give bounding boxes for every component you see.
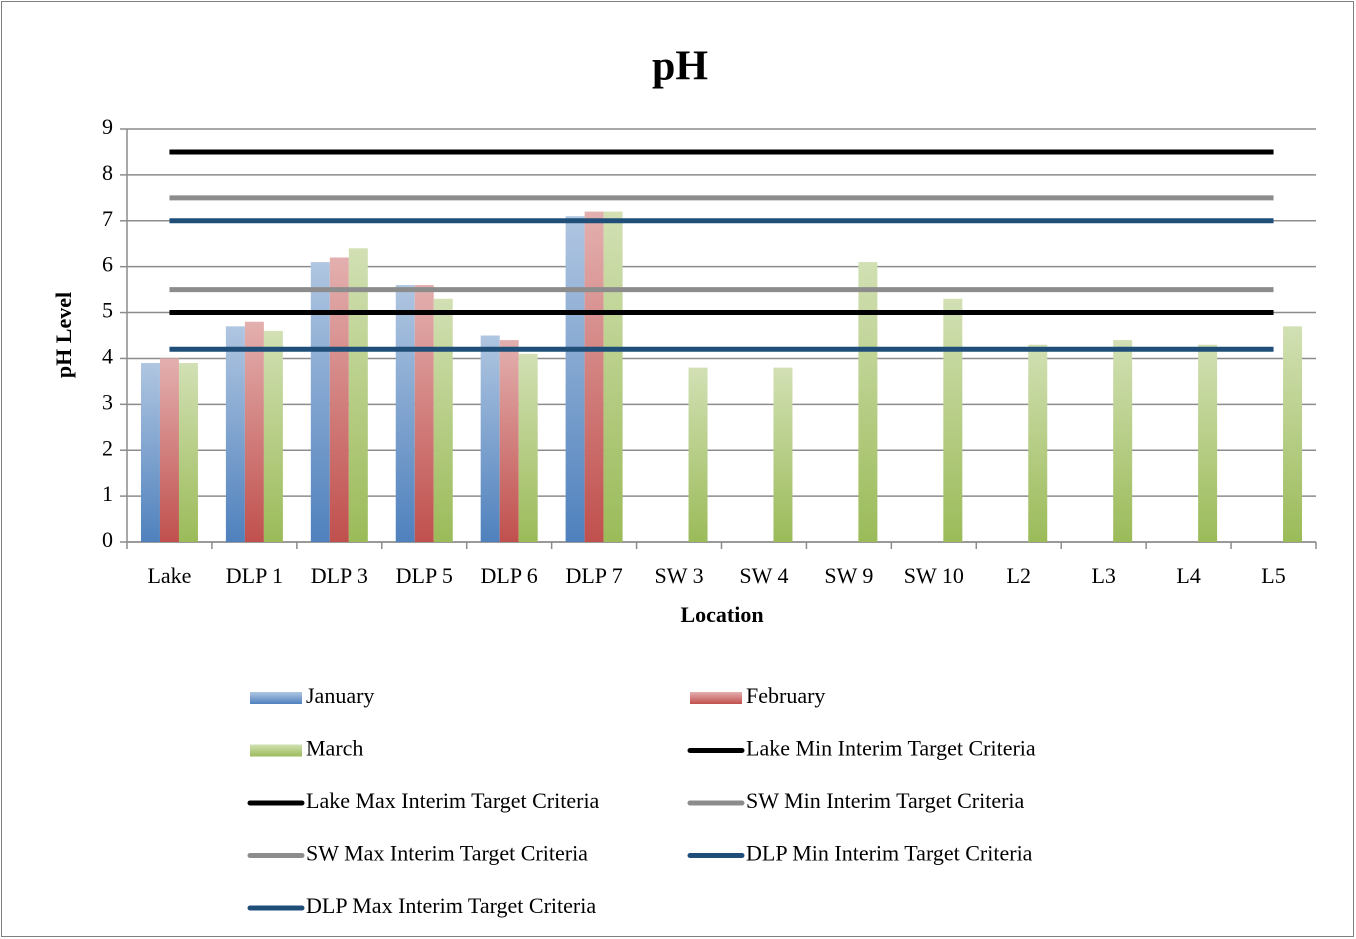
- bar: [263, 330, 283, 542]
- bar: [178, 363, 198, 542]
- x-tick-label: L4: [1176, 563, 1200, 588]
- bar: [565, 216, 585, 542]
- bar: [584, 211, 604, 542]
- y-tick-label: 9: [102, 114, 113, 139]
- x-tick-label: L3: [1091, 563, 1115, 588]
- y-tick-label: 4: [102, 343, 113, 368]
- y-tick-label: 5: [102, 298, 113, 323]
- bar: [1113, 340, 1133, 542]
- x-axis-title: Location: [680, 602, 763, 627]
- x-tick-label: Lake: [147, 563, 191, 588]
- bar: [433, 298, 453, 542]
- legend-label: SW Max Interim Target Criteria: [306, 841, 588, 866]
- y-tick-label: 1: [102, 481, 113, 506]
- chart-title: pH: [652, 44, 708, 90]
- bar: [414, 285, 434, 542]
- x-tick-label: SW 9: [824, 563, 873, 588]
- legend-label: DLP Min Interim Target Criteria: [746, 841, 1033, 866]
- bar: [159, 358, 179, 542]
- y-tick-label: 0: [102, 527, 113, 552]
- bar: [773, 367, 793, 542]
- legend-label: January: [306, 683, 374, 708]
- bar: [140, 363, 160, 542]
- bar: [225, 326, 245, 542]
- legend-label: DLP Max Interim Target Criteria: [306, 893, 596, 918]
- x-tick-label: L2: [1007, 563, 1031, 588]
- y-tick-label: 7: [102, 206, 113, 231]
- bar: [395, 285, 415, 542]
- legend-label: SW Min Interim Target Criteria: [746, 788, 1025, 813]
- y-tick-label: 6: [102, 252, 113, 277]
- bar: [858, 262, 878, 542]
- x-tick-label: L5: [1261, 563, 1285, 588]
- legend-swatch: [250, 692, 302, 704]
- bar: [329, 257, 349, 542]
- bar: [1028, 344, 1048, 542]
- bar: [310, 262, 330, 542]
- legend-label: Lake Max Interim Target Criteria: [306, 788, 600, 813]
- bar: [603, 211, 623, 542]
- bar: [688, 367, 708, 542]
- x-tick-label: DLP 1: [226, 563, 283, 588]
- bar: [1283, 326, 1303, 542]
- y-tick-label: 8: [102, 160, 113, 185]
- bar: [943, 298, 963, 542]
- x-tick-label: SW 4: [739, 563, 788, 588]
- legend-label: February: [746, 683, 825, 708]
- bar: [480, 335, 500, 542]
- bar: [244, 321, 264, 542]
- x-tick-label: DLP 7: [565, 563, 622, 588]
- y-axis-title: pH Level: [51, 292, 76, 378]
- bar: [499, 340, 519, 542]
- legend-label: March: [306, 736, 363, 761]
- legend-swatch: [250, 744, 302, 757]
- legend-label: Lake Min Interim Target Criteria: [746, 736, 1036, 761]
- x-tick-label: DLP 5: [396, 563, 453, 588]
- bar: [518, 353, 538, 542]
- y-tick-label: 2: [102, 435, 113, 460]
- bar: [1198, 344, 1218, 542]
- bar: [348, 248, 368, 543]
- legend-swatch: [690, 692, 742, 704]
- x-tick-label: DLP 3: [311, 563, 368, 588]
- y-tick-label: 3: [102, 389, 113, 414]
- x-tick-label: SW 10: [904, 563, 964, 588]
- x-tick-label: DLP 6: [481, 563, 538, 588]
- x-tick-label: SW 3: [654, 563, 703, 588]
